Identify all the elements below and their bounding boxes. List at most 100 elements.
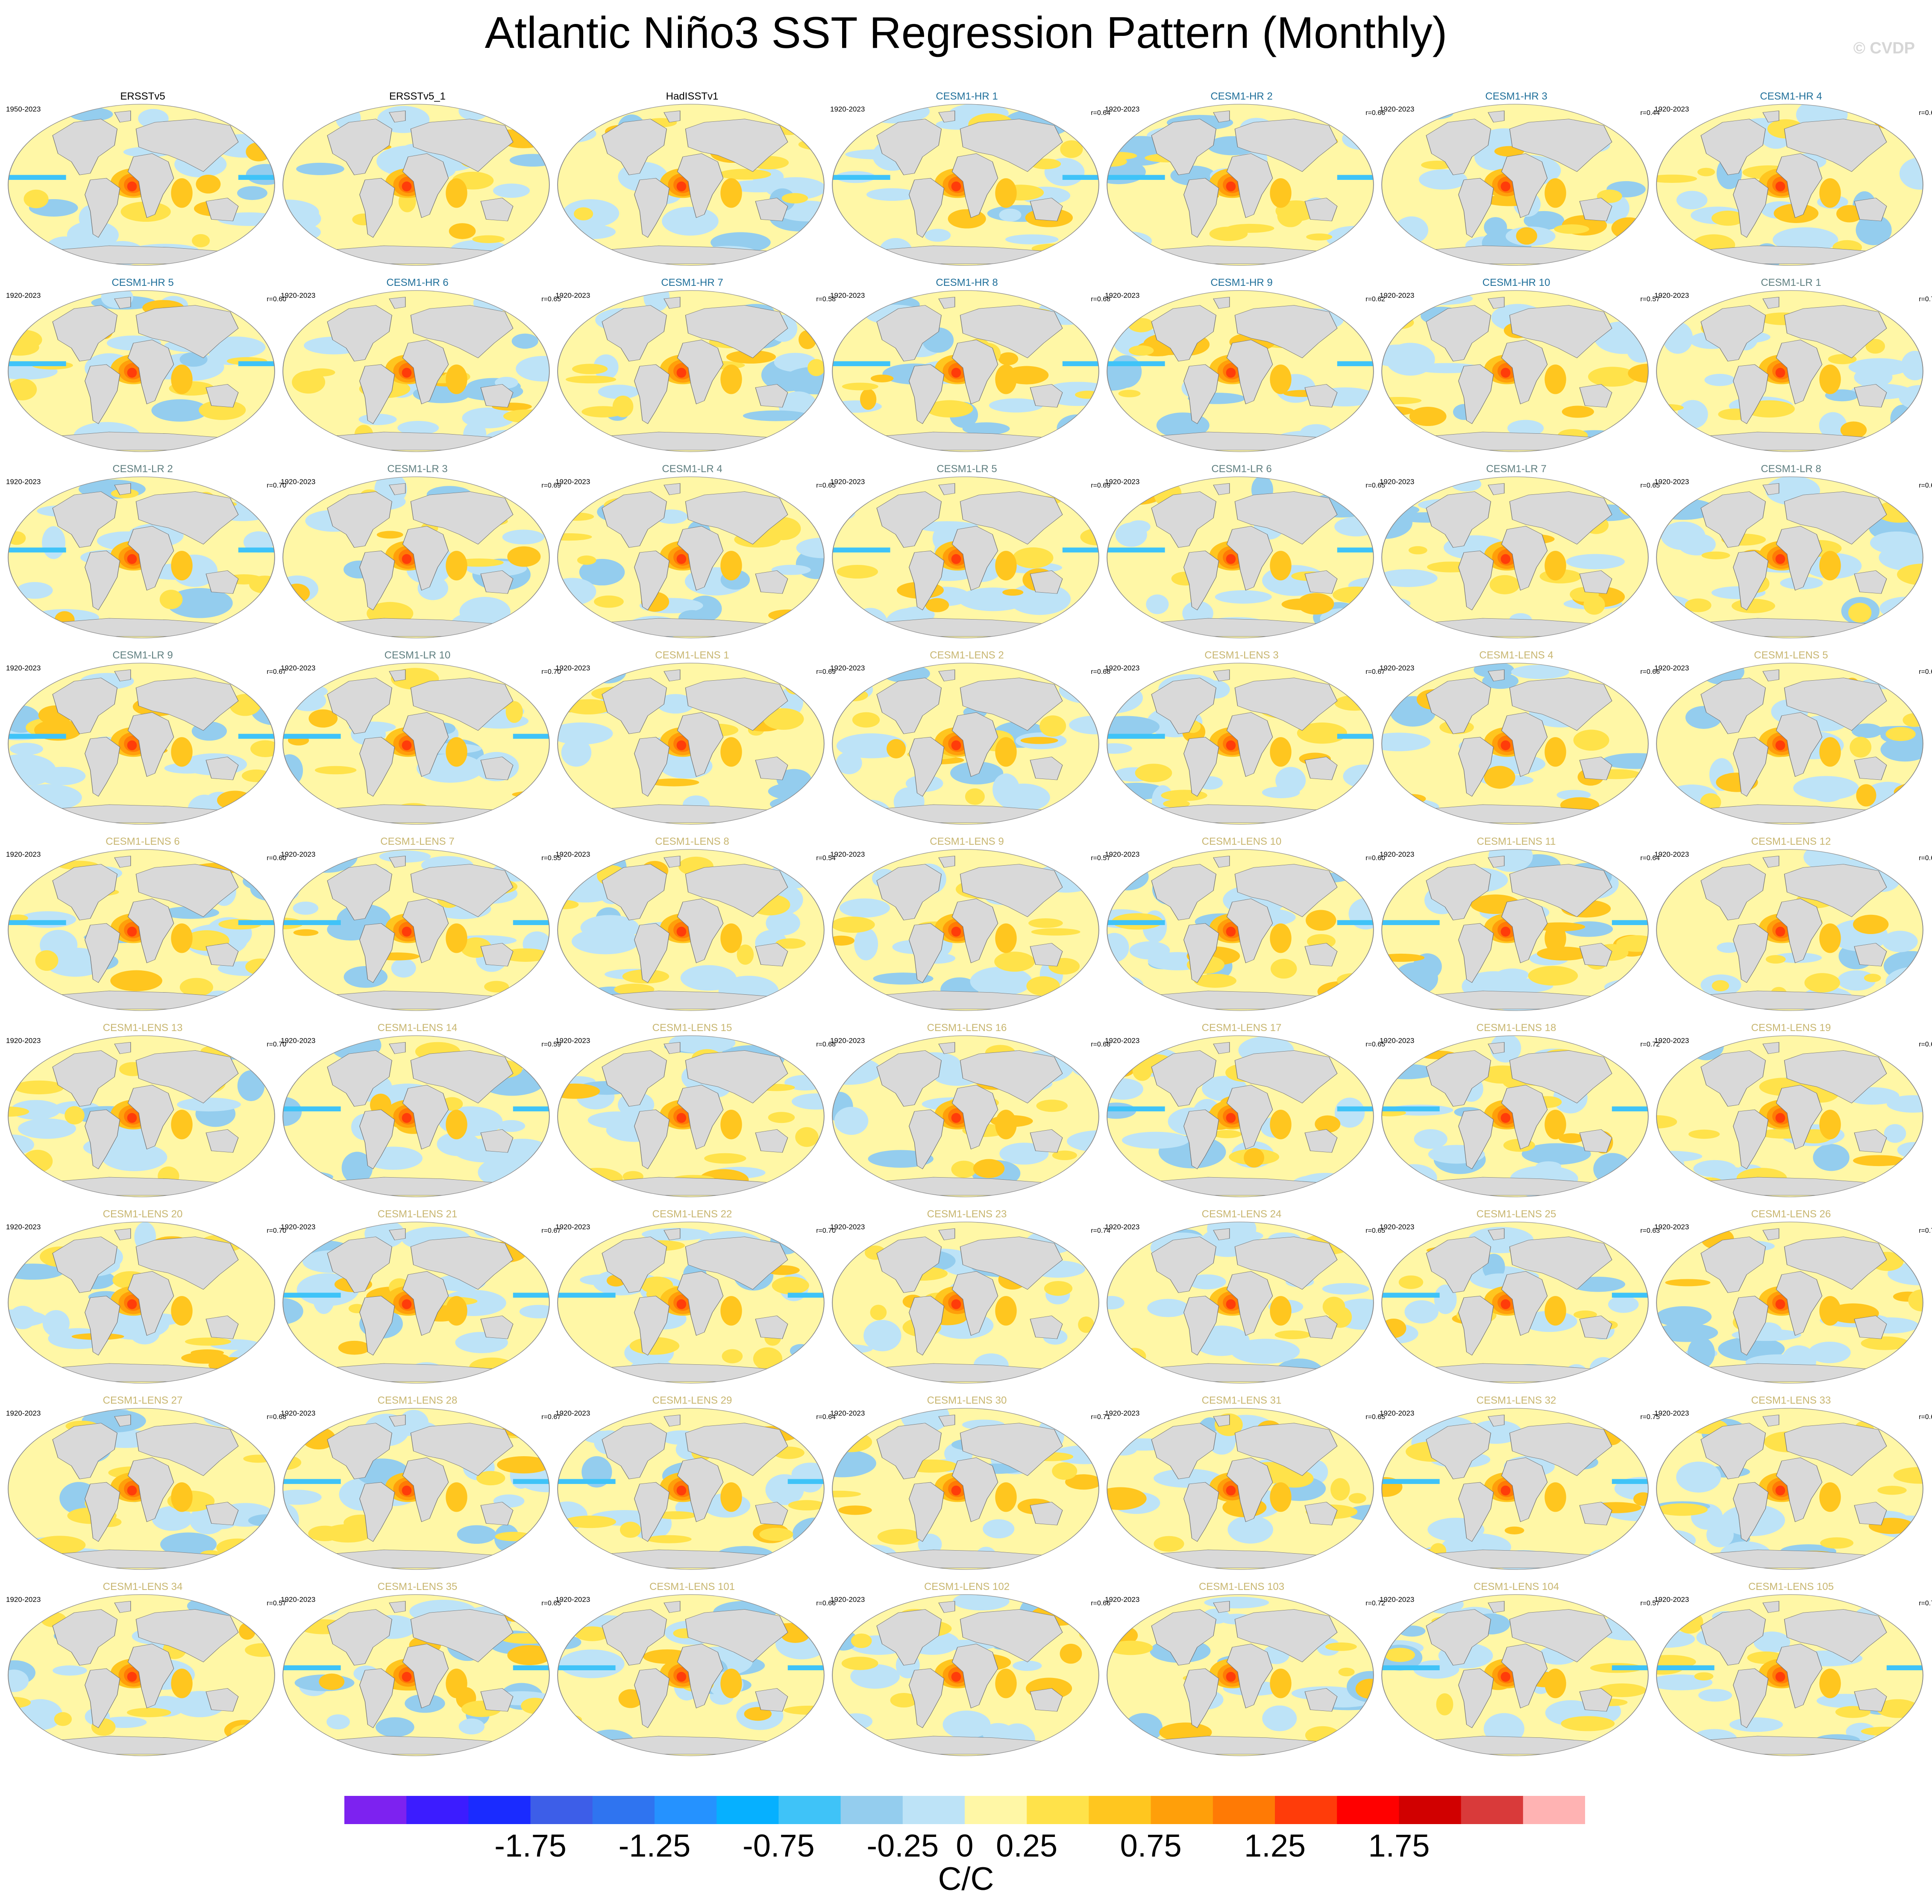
- negative-anomaly-patch: [1704, 373, 1735, 386]
- indian-ocean-warm-anomaly: [1819, 1669, 1841, 1698]
- landmass: [206, 943, 239, 967]
- landmass: [1151, 1050, 1216, 1107]
- positive-anomaly-patch: [1731, 599, 1775, 613]
- landmass: [634, 1296, 670, 1356]
- landmass: [938, 669, 955, 682]
- landmass: [1776, 339, 1823, 405]
- panel-period: 1920-2023: [6, 291, 41, 300]
- map-panel: CESM1-LR 6 1920-2023 r=0.65: [1105, 458, 1385, 644]
- landmass: [135, 864, 239, 917]
- negative-anomaly-patch: [569, 429, 592, 451]
- landmass: [876, 305, 942, 361]
- pacific-cold-band: [1062, 547, 1099, 552]
- landmass: [1733, 1109, 1769, 1169]
- positive-anomaly-patch: [1559, 1133, 1584, 1143]
- colorbar-swatch: [344, 1796, 407, 1824]
- landmass: [1151, 678, 1216, 734]
- positive-anomaly-patch: [1355, 1678, 1374, 1699]
- negative-anomaly-patch: [1813, 1144, 1850, 1171]
- negative-anomaly-patch: [1382, 799, 1439, 816]
- map-outline: [8, 476, 275, 638]
- positive-anomaly-patch: [1665, 1279, 1711, 1287]
- positive-anomaly-patch: [1848, 602, 1872, 623]
- negative-anomaly-patch: [1753, 1631, 1791, 1653]
- positive-anomaly-patch: [1861, 1336, 1910, 1350]
- positive-anomaly-patch: [841, 1657, 878, 1670]
- landmass: [1762, 1042, 1779, 1054]
- pattern-correlation: r=0.60: [1365, 855, 1385, 862]
- landmass: [1488, 110, 1505, 123]
- positive-anomaly-patch: [217, 790, 253, 810]
- atlantic-peak-anomaly: [951, 1299, 961, 1309]
- negative-anomaly-patch: [662, 206, 719, 236]
- positive-anomaly-patch: [476, 1471, 505, 1486]
- positive-anomaly-patch: [216, 1538, 259, 1557]
- landmass: [1488, 1042, 1505, 1054]
- landmass: [1030, 1315, 1063, 1339]
- landmass: [1183, 178, 1219, 238]
- atlantic-peak-anomaly: [402, 554, 412, 564]
- negative-anomaly-patch: [579, 559, 625, 586]
- landmass: [685, 491, 788, 545]
- regression-map: [557, 663, 825, 825]
- landmass: [1226, 1643, 1273, 1709]
- negative-anomaly-patch: [1856, 214, 1892, 245]
- landmass: [410, 1050, 514, 1104]
- map-panel: CESM1-LENS 34 1920-2023 r=0.57: [6, 1576, 286, 1762]
- map-panel: CESM1-LENS 13 1920-2023 r=0.70: [6, 1017, 286, 1203]
- positive-anomaly-patch: [33, 1536, 86, 1554]
- landmass: [1700, 1423, 1766, 1479]
- indian-ocean-warm-anomaly: [1544, 737, 1566, 767]
- negative-anomaly-patch: [925, 229, 951, 242]
- landmass: [1234, 1050, 1338, 1104]
- regression-map: [8, 476, 275, 638]
- panel-title: CESM1-LENS 11: [1477, 836, 1556, 847]
- landmass: [1762, 1414, 1779, 1427]
- map-panel: CESM1-LENS 32 1920-2023 r=0.75: [1380, 1390, 1660, 1576]
- landmass: [664, 297, 681, 309]
- regression-map: [8, 1035, 275, 1197]
- positive-anomaly-patch: [1583, 595, 1605, 615]
- landmass: [327, 1050, 392, 1107]
- landmass: [960, 1609, 1063, 1663]
- negative-anomaly-patch: [285, 684, 328, 699]
- positive-anomaly-patch: [1656, 418, 1674, 434]
- regression-map: [832, 1594, 1099, 1756]
- negative-anomaly-patch: [1398, 1625, 1426, 1637]
- positive-anomaly-patch: [126, 1707, 171, 1717]
- negative-anomaly-patch: [1890, 404, 1915, 433]
- negative-anomaly-patch: [837, 679, 873, 700]
- landmass: [206, 1688, 239, 1712]
- map-panel: CESM1-LENS 30 1920-2023 r=0.71: [830, 1390, 1110, 1576]
- panel-period: 1920-2023: [1654, 664, 1689, 672]
- positive-anomaly-patch: [1484, 766, 1515, 789]
- pacific-cold-band: [558, 1479, 616, 1484]
- pattern-correlation: r=0.7: [1919, 1227, 1932, 1234]
- positive-anomaly-patch: [179, 978, 213, 997]
- map-outline: [8, 1222, 275, 1384]
- map-outline: [1381, 1222, 1649, 1384]
- regression-map: [282, 1594, 550, 1756]
- map-outline: [832, 1408, 1099, 1570]
- regression-map: [832, 849, 1099, 1011]
- landmass: [402, 1457, 449, 1522]
- positive-anomaly-patch: [1840, 421, 1867, 439]
- positive-anomaly-patch: [505, 701, 523, 723]
- pattern-correlation: r=0.68: [1091, 668, 1110, 676]
- regression-map: [8, 290, 275, 452]
- pacific-cold-band: [1107, 547, 1165, 552]
- landmass: [1183, 550, 1219, 611]
- pacific-cold-band: [283, 1106, 341, 1111]
- landmass: [1234, 1423, 1338, 1476]
- positive-anomaly-patch: [495, 1531, 532, 1541]
- panel-title: CESM1-LR 6: [1211, 463, 1272, 475]
- colorbar-swatch: [1027, 1796, 1089, 1824]
- indian-ocean-warm-anomaly: [1544, 178, 1566, 208]
- positive-anomaly-patch: [1052, 1150, 1077, 1161]
- positive-anomaly-patch: [1561, 1716, 1615, 1731]
- pacific-cold-band: [513, 1106, 549, 1111]
- regression-map: [1381, 1222, 1649, 1384]
- negative-anomaly-patch: [1490, 1035, 1521, 1063]
- atlantic-peak-anomaly: [951, 740, 961, 750]
- pattern-correlation: r=0.6: [1919, 482, 1932, 489]
